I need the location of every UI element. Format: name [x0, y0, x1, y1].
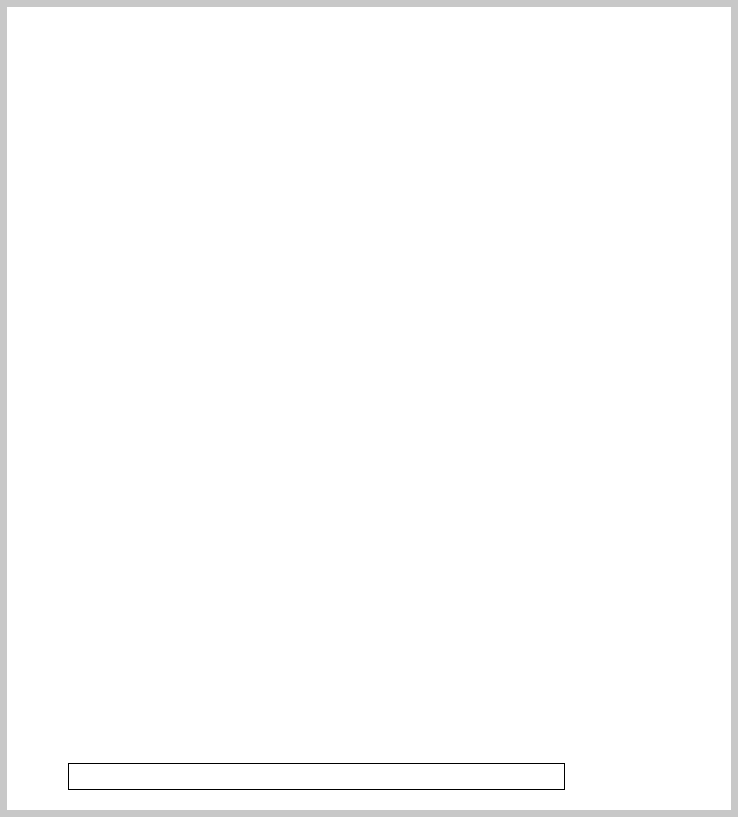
colorbar [68, 763, 565, 790]
